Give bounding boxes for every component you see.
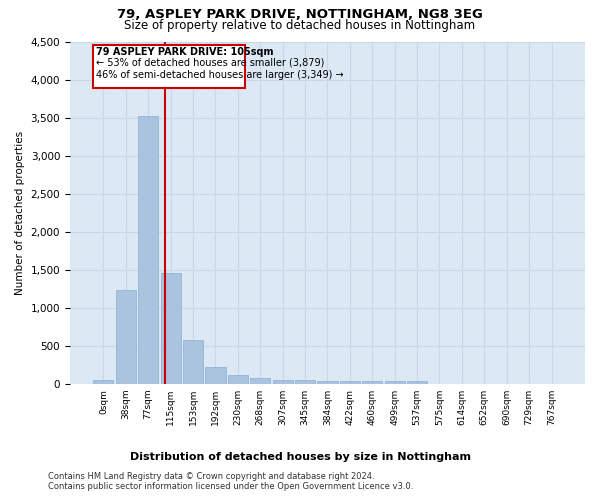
Bar [116,290,136,384]
Bar [295,380,315,384]
Bar [317,380,338,384]
Bar [385,381,405,384]
Bar [250,378,271,384]
Text: 46% of semi-detached houses are larger (3,349) →: 46% of semi-detached houses are larger (… [96,70,344,81]
Text: Distribution of detached houses by size in Nottingham: Distribution of detached houses by size … [130,452,470,462]
Bar [94,380,113,384]
Bar [183,340,203,384]
Text: Contains HM Land Registry data © Crown copyright and database right 2024.: Contains HM Land Registry data © Crown c… [48,472,374,481]
Bar [138,116,158,384]
Bar [340,380,360,384]
FancyBboxPatch shape [92,44,245,88]
Bar [228,374,248,384]
Bar [205,367,226,384]
Y-axis label: Number of detached properties: Number of detached properties [15,130,25,294]
Text: Size of property relative to detached houses in Nottingham: Size of property relative to detached ho… [124,19,476,32]
Bar [272,380,293,384]
Bar [161,272,181,384]
Text: ← 53% of detached houses are smaller (3,879): ← 53% of detached houses are smaller (3,… [96,58,325,68]
Bar [407,382,427,384]
Bar [362,380,382,384]
Text: Contains public sector information licensed under the Open Government Licence v3: Contains public sector information licen… [48,482,413,491]
Text: 79, ASPLEY PARK DRIVE, NOTTINGHAM, NG8 3EG: 79, ASPLEY PARK DRIVE, NOTTINGHAM, NG8 3… [117,8,483,20]
Text: 79 ASPLEY PARK DRIVE: 105sqm: 79 ASPLEY PARK DRIVE: 105sqm [96,47,274,57]
